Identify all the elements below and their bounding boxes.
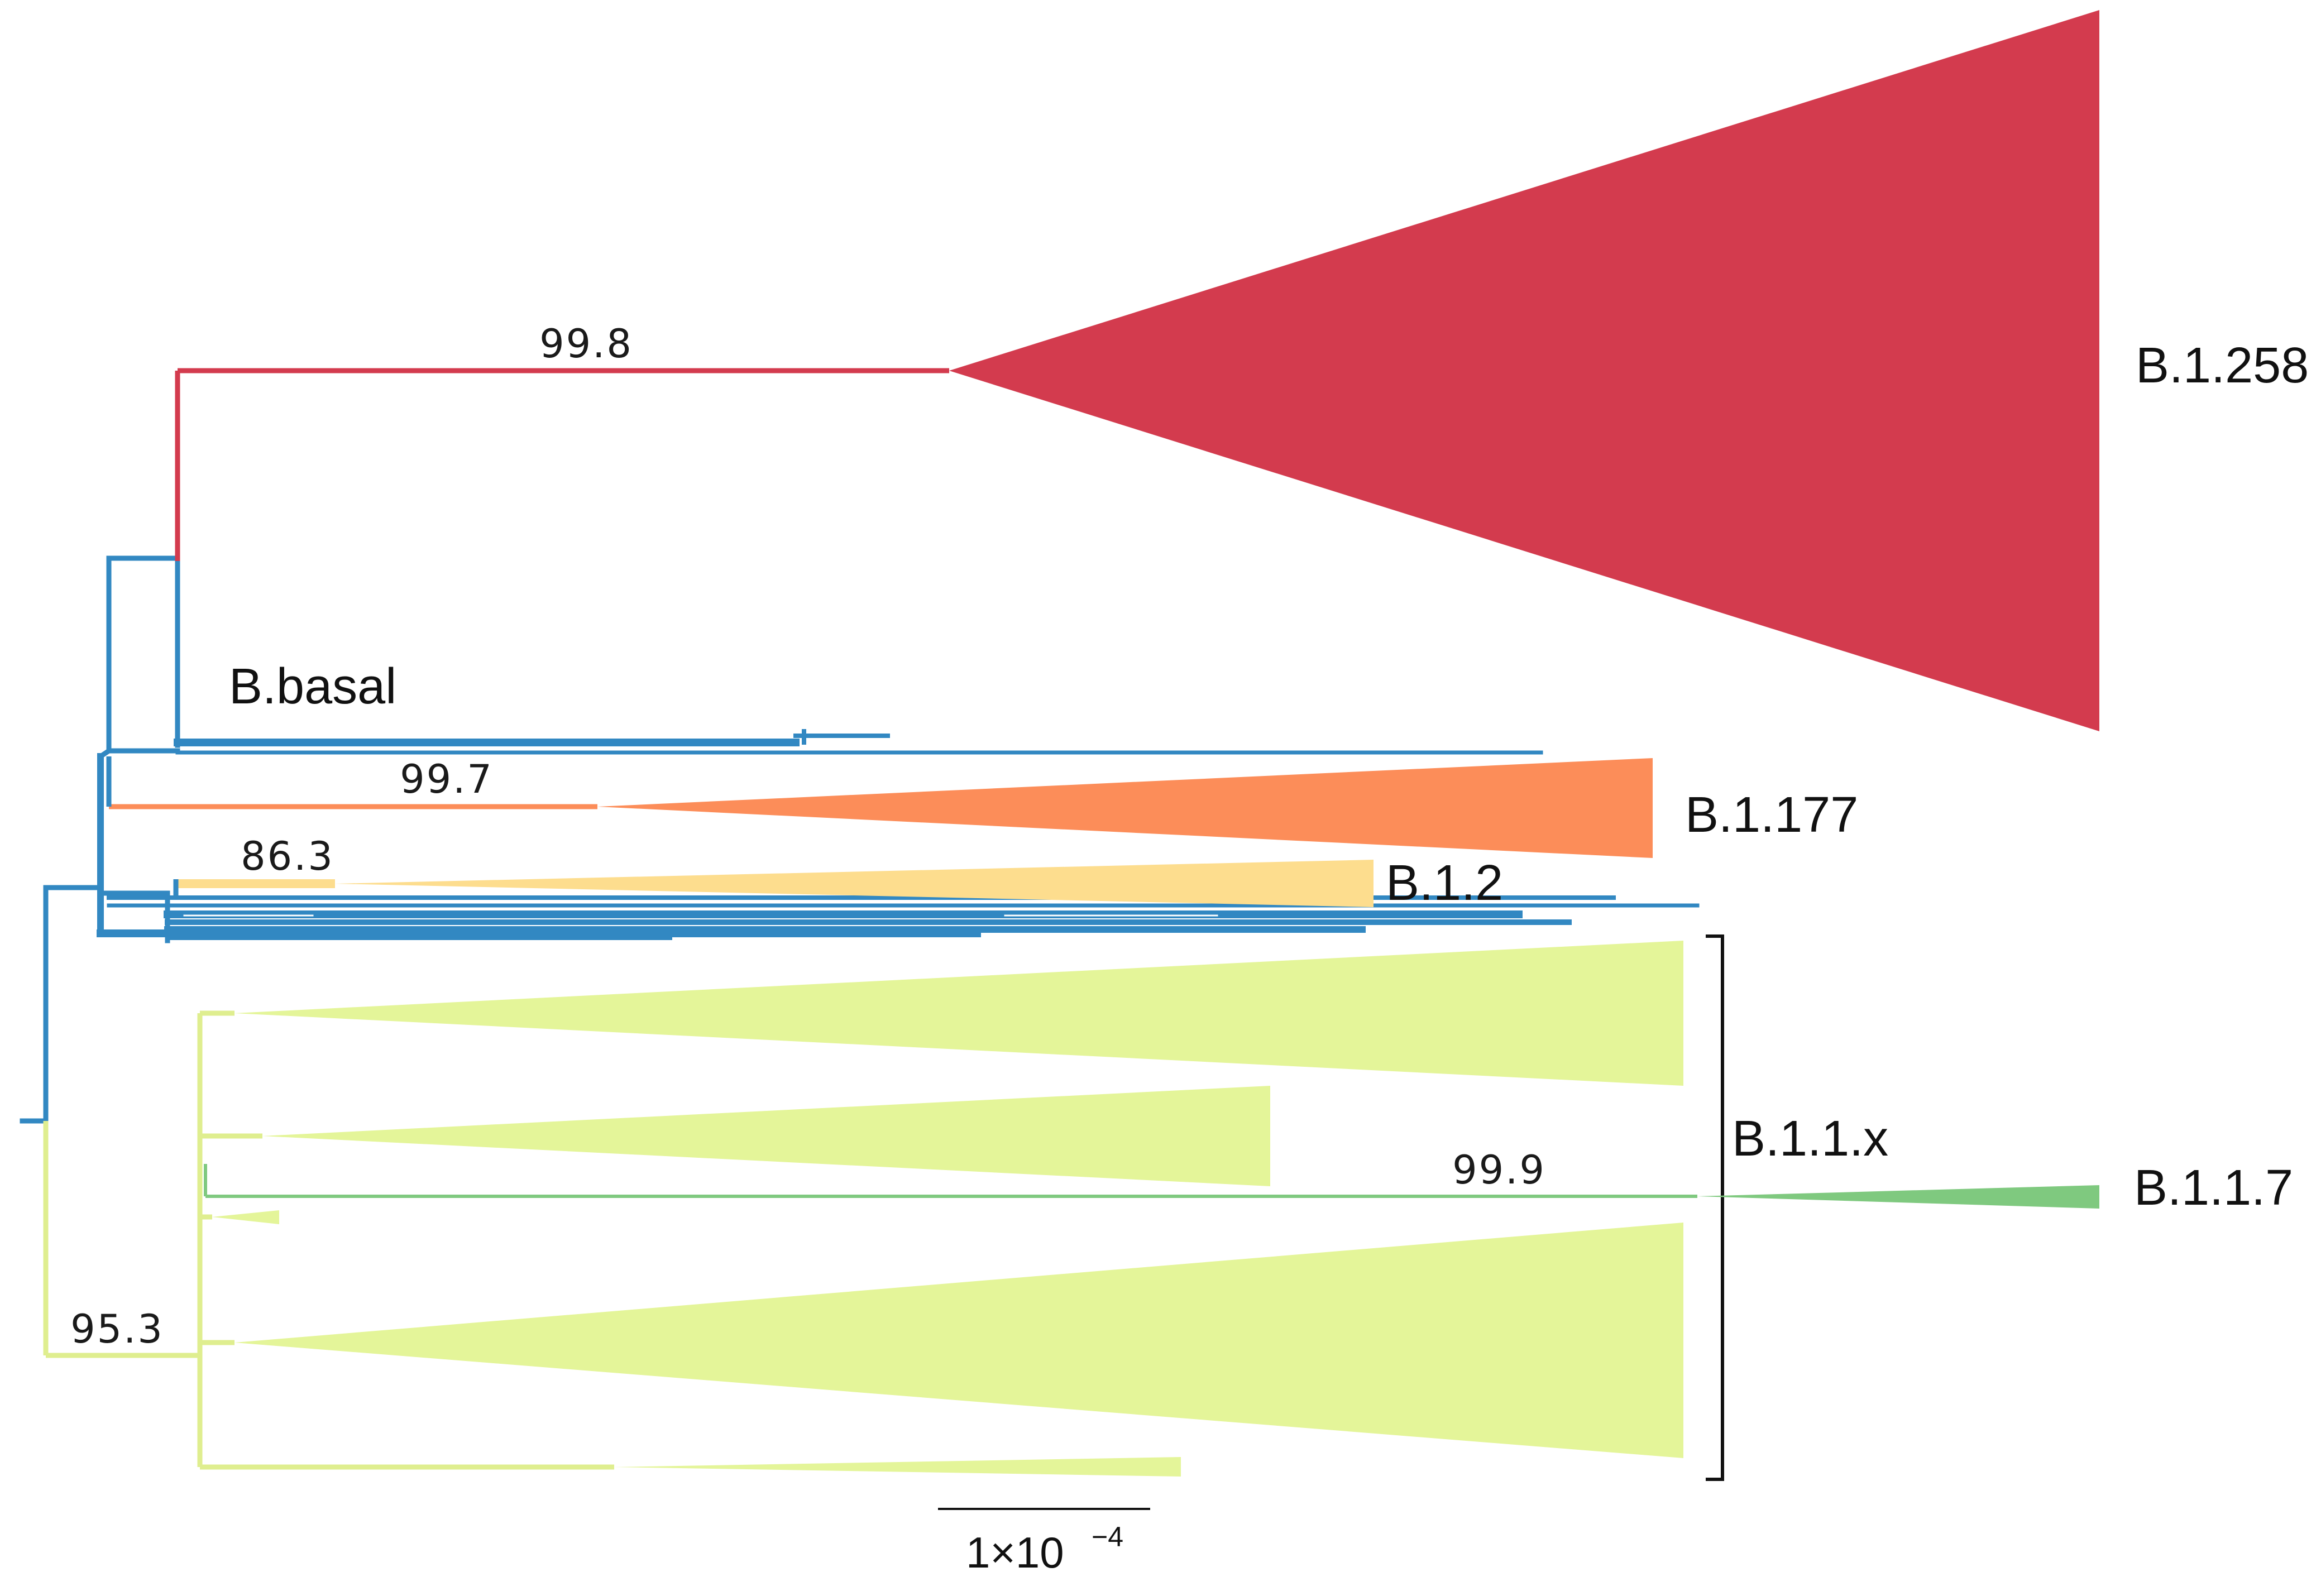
b1177-stem-vertical (97, 747, 113, 760)
b117-support: 99.9 (1452, 1147, 1546, 1193)
basal-label: B.basal (229, 659, 396, 715)
clade-b117: 99.9 B.1.1.7 (204, 1147, 2293, 1216)
scale-bar-exponent: −4 (1092, 1521, 1123, 1552)
b11x-triangle-1 (235, 941, 1683, 1086)
b12-support: 86.3 (241, 833, 334, 879)
b11x-triangle-4 (235, 1223, 1683, 1458)
b12-label: B.1.2 (1386, 855, 1503, 911)
b1258-support: 99.8 (539, 321, 633, 367)
clade-b11x: 95.3 B.1.1.x (43, 934, 1888, 1481)
clade-b1177: 99.7 B.1.177 (106, 756, 1858, 858)
b1258-label: B.1.258 (2136, 338, 2309, 394)
b11x-bracket (1706, 934, 1724, 1481)
b1177-label: B.1.177 (1685, 787, 1858, 843)
scale-bar-label: 1×10 (966, 1528, 1064, 1577)
b1258-triangle (949, 10, 2099, 731)
b1177-triangle (597, 758, 1653, 858)
b11x-triangle-5 (614, 1457, 1181, 1477)
scale-bar: 1×10 −4 (938, 1508, 1150, 1577)
b11x-triangle-3 (212, 1210, 279, 1224)
b117-label: B.1.1.7 (2134, 1160, 2293, 1216)
b117-triangle (1697, 1185, 2099, 1209)
b11x-label: B.1.1.x (1732, 1111, 1888, 1167)
b11x-support: 95.3 (70, 1306, 164, 1352)
clade-b12: 86.3 B.1.2 (173, 833, 1503, 911)
b1177-support: 99.7 (400, 756, 494, 802)
b11x-triangle-2 (262, 1086, 1270, 1186)
clade-b1258: 99.8 B.1.258 (175, 10, 2309, 731)
b12-triangle (335, 860, 1374, 907)
